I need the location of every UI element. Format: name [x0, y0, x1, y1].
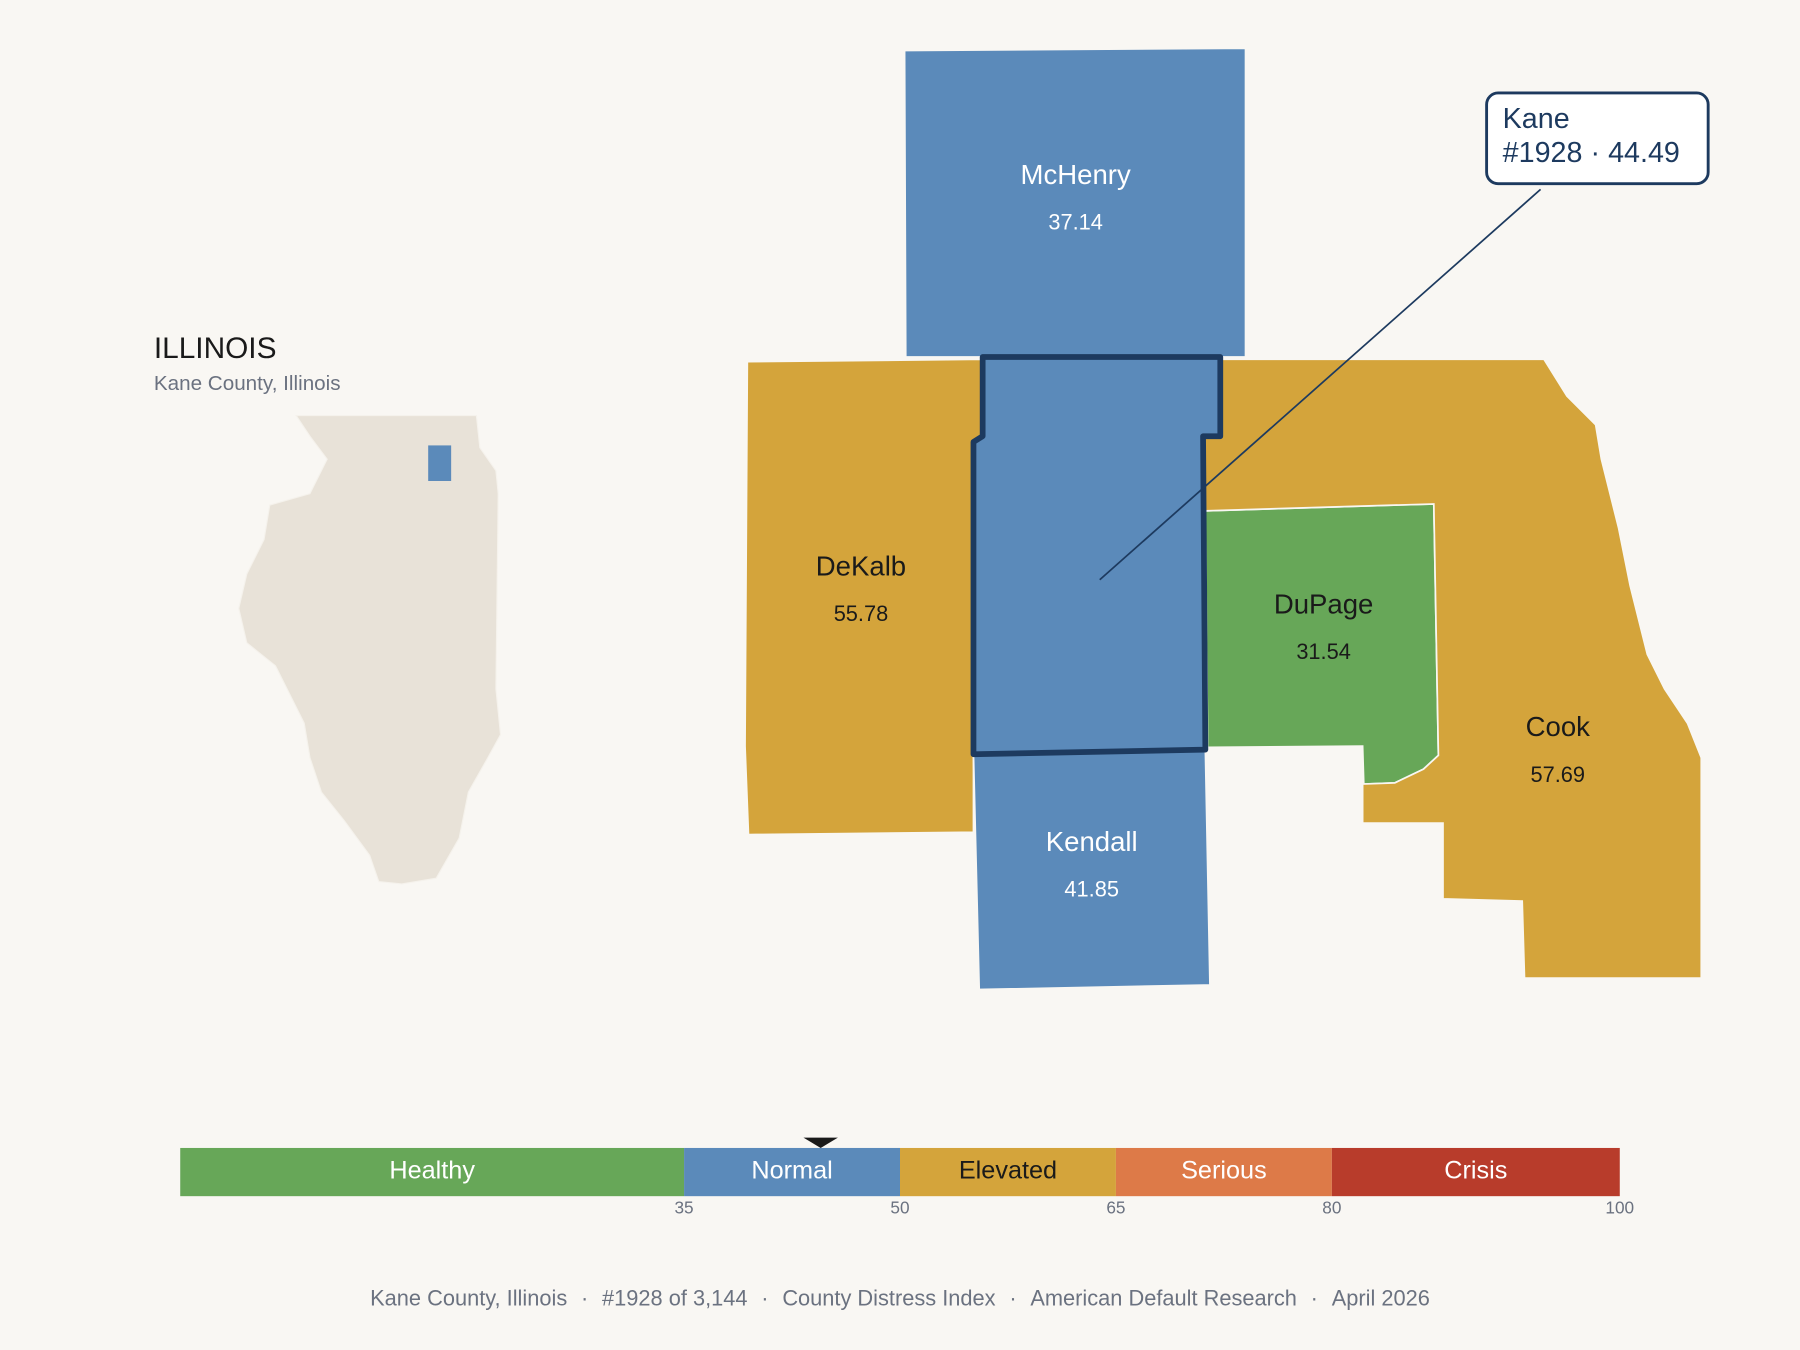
footer-separator: · [581, 1285, 588, 1310]
legend-label: Serious [1181, 1157, 1267, 1185]
legend-band [1331, 1147, 1620, 1197]
county [744, 358, 983, 836]
county [903, 47, 1247, 358]
county-name: DuPage [1274, 588, 1374, 619]
county-value: 57.69 [1531, 762, 1586, 787]
legend-tick-label: 35 [674, 1197, 693, 1217]
county [972, 356, 1222, 756]
footer: Kane County, Illinois · #1928 of 3,144 · Cou… [370, 1285, 1430, 1310]
legend-band [900, 1147, 1116, 1197]
legend-band [684, 1147, 900, 1197]
legend-label: Elevated [959, 1157, 1057, 1185]
footer-separator: · [1009, 1285, 1016, 1310]
footer-item: #1928 of 3,144 [602, 1285, 747, 1310]
legend-tick-label: 100 [1605, 1197, 1634, 1217]
legend-label: Normal [751, 1157, 832, 1185]
legend-tick-label: 80 [1322, 1197, 1341, 1217]
state-highlight [428, 445, 452, 481]
state-outline [238, 414, 502, 885]
inset-subtitle: Kane County, Illinois [154, 372, 341, 395]
callout-box [1485, 91, 1710, 186]
callout-rank: #1928 [1503, 136, 1583, 168]
footer-separator: · [1311, 1285, 1318, 1310]
legend-marker [803, 1137, 838, 1148]
county-value: 41.85 [1064, 877, 1119, 902]
footer-item: Kane County, Illinois [370, 1285, 567, 1310]
inset-title: ILLINOIS [154, 332, 277, 365]
legend-band [1115, 1147, 1332, 1197]
footer-item: American Default Research [1030, 1285, 1297, 1310]
county [1202, 358, 1703, 979]
footer-item: April 2026 [1332, 1285, 1430, 1310]
legend-tick-label: 50 [890, 1197, 909, 1217]
legend-label: Healthy [389, 1157, 475, 1185]
footer-separator: · [761, 1285, 768, 1310]
callout-leader [1099, 188, 1542, 581]
county-value: 37.14 [1048, 210, 1103, 235]
county [972, 748, 1211, 991]
county-name: Kendall [1046, 826, 1138, 857]
callout-value: 44.49 [1608, 136, 1680, 168]
callout-separator: · [1590, 136, 1600, 168]
legend-band [180, 1147, 685, 1197]
county-value: 55.78 [834, 601, 889, 626]
county-map: McHenry 37.14 DeKalb 55.78 DuPage 31.54 Cook 57… [744, 47, 1710, 991]
legend-tick-label: 65 [1106, 1197, 1125, 1217]
callout-detail: #1928 · 44.49 [1503, 136, 1680, 168]
county-name: DeKalb [816, 551, 906, 582]
callout-name: Kane [1503, 103, 1570, 135]
legend-label: Crisis [1444, 1157, 1507, 1185]
county-name: McHenry [1021, 159, 1131, 190]
footer-item: County Distress Index [782, 1285, 995, 1310]
county-name: Cook [1526, 711, 1591, 742]
selected-outline [970, 354, 1224, 758]
legend: Healthy Normal Elevated Serious Crisis 35 50 65… [180, 1137, 1634, 1217]
county-value: 31.54 [1296, 639, 1351, 664]
